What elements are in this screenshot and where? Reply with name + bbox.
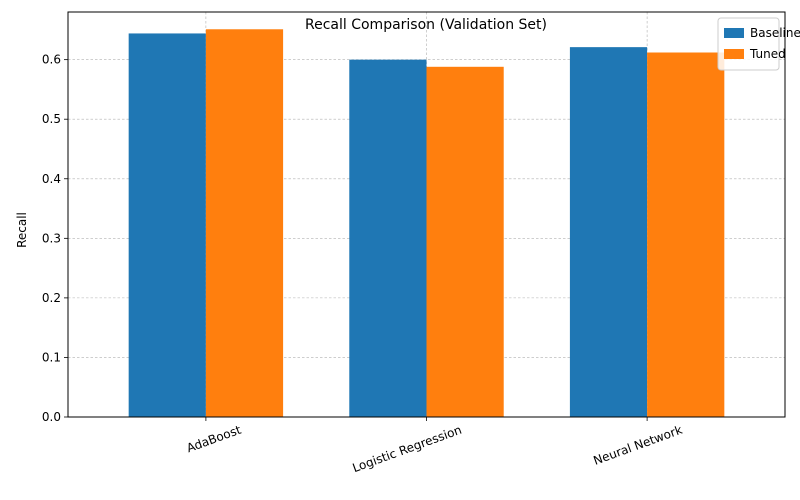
legend-swatch [724,28,744,38]
chart-title: Recall Comparison (Validation Set) [305,17,547,33]
y-tick-label: 0.0 [42,410,61,424]
y-tick-label: 0.6 [42,53,61,67]
y-tick-label: 0.1 [42,350,61,364]
bar-baseline-1 [349,59,427,417]
y-axis-label: Recall [15,212,29,248]
bar-tuned-0 [205,29,284,417]
bar-tuned-2 [647,52,725,417]
y-tick-label: 0.2 [42,291,61,305]
bar-tuned-1 [426,66,504,417]
y-tick-label: 0.3 [42,231,61,245]
bars [128,29,725,418]
bar-baseline-2 [569,47,648,417]
legend-label: Baseline [750,26,800,40]
bar-baseline-0 [128,33,206,418]
y-axis: 0.0 0.1 0.2 0.3 0.4 0.5 0.6 [42,53,68,424]
y-tick-label: 0.4 [42,172,61,186]
legend-swatch [724,49,744,59]
legend-label: Tuned [749,47,786,61]
legend: Baseline Tuned [717,17,800,71]
y-tick-label: 0.5 [42,112,61,126]
